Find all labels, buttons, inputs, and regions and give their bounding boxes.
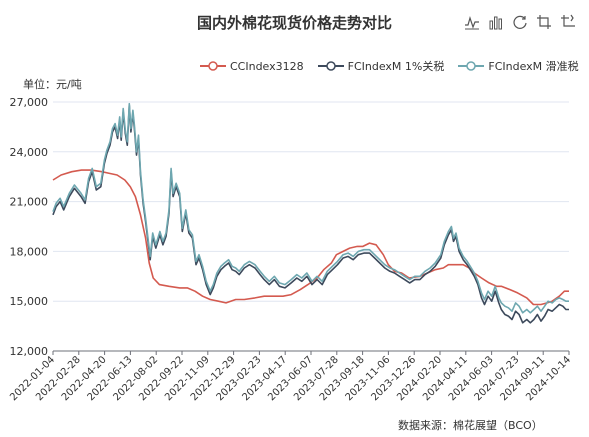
- y-tick-label: 12,000: [10, 345, 49, 358]
- x-tick-label: 2024-10-14: [524, 354, 573, 403]
- legend-item-fcindex-1pct[interactable]: FCIndexM 1%关税: [317, 58, 445, 74]
- legend-item-ccindex[interactable]: CCIndex3128: [200, 58, 304, 74]
- series-line-0: [52, 169, 569, 306]
- legend-label-fcindex-1pct: FCIndexM 1%关税: [347, 60, 445, 73]
- legend-marker-fcindex-1pct: [317, 61, 344, 71]
- legend: CCIndex3128 FCIndexM 1%关税 FCIndexM 滑准税: [200, 58, 579, 74]
- legend-item-fcindex-sliding[interactable]: FCIndexM 滑准税: [458, 58, 579, 74]
- x-tick-label: 2023-11-06: [344, 354, 393, 403]
- toolbox: [464, 14, 576, 30]
- y-tick-label: 27,000: [10, 96, 49, 109]
- x-tick-label: 2022-02-28: [34, 354, 83, 403]
- x-tick-label: 2022-04-20: [60, 354, 109, 403]
- y-tick-label: 18,000: [10, 245, 49, 258]
- x-tick-label: 2022-12-29: [189, 354, 238, 403]
- x-tick-label: 2022-11-09: [163, 354, 212, 403]
- x-tick-labels: 2022-01-042022-02-282022-04-202022-06-13…: [8, 351, 573, 403]
- chart-title: 国内外棉花现货价格走势对比: [196, 14, 392, 32]
- y-tick-label: 24,000: [10, 146, 49, 159]
- series-line-1: [52, 104, 569, 324]
- line-chart-icon[interactable]: [464, 14, 480, 30]
- series-lines: [52, 102, 569, 324]
- restore-icon[interactable]: [512, 14, 528, 30]
- y-tick-labels: 12,000 15,000 18,000 21,000 24,000 27,000: [10, 96, 49, 358]
- legend-label-fcindex-sliding: FCIndexM 滑准税: [488, 60, 579, 73]
- x-tick-label: 2023-07-28: [292, 354, 341, 403]
- data-zoom-icon[interactable]: [536, 14, 552, 30]
- x-tick-label: 2024-09-11: [498, 354, 547, 403]
- x-tick-label: 2023-04-17: [240, 354, 289, 403]
- y-tick-label: 21,000: [10, 196, 49, 209]
- zoom-reset-icon[interactable]: [560, 14, 576, 30]
- x-tick-label: 2022-09-22: [137, 354, 186, 403]
- x-tick-label: 2023-09-18: [318, 354, 367, 403]
- bar-chart-icon[interactable]: [488, 14, 504, 30]
- x-tick-label: 2024-04-11: [421, 354, 470, 403]
- x-tick-label: 2022-06-13: [86, 354, 135, 403]
- grid-lines: [53, 101, 569, 352]
- x-tick-label: 2024-06-03: [447, 354, 496, 403]
- x-tick-label: 2024-07-23: [473, 354, 522, 403]
- data-source: 数据来源：棉花展望（BCO）: [398, 419, 543, 432]
- x-tick-label: 2023-02-23: [215, 354, 264, 403]
- y-tick-label: 15,000: [10, 295, 49, 308]
- x-tick-label: 2022-08-02: [111, 354, 160, 403]
- legend-marker-ccindex: [200, 61, 226, 71]
- y-axis-unit: 单位：元/吨: [23, 78, 82, 91]
- x-tick-label: 2023-12-26: [369, 354, 418, 403]
- legend-marker-fcindex-sliding: [458, 61, 485, 71]
- x-tick-label: 2024-02-20: [395, 354, 444, 403]
- x-tick-label: 2023-06-07: [266, 354, 315, 403]
- x-tick-label: 2022-01-04: [8, 354, 57, 403]
- series-line-2: [52, 102, 569, 314]
- legend-label-ccindex: CCIndex3128: [230, 59, 304, 73]
